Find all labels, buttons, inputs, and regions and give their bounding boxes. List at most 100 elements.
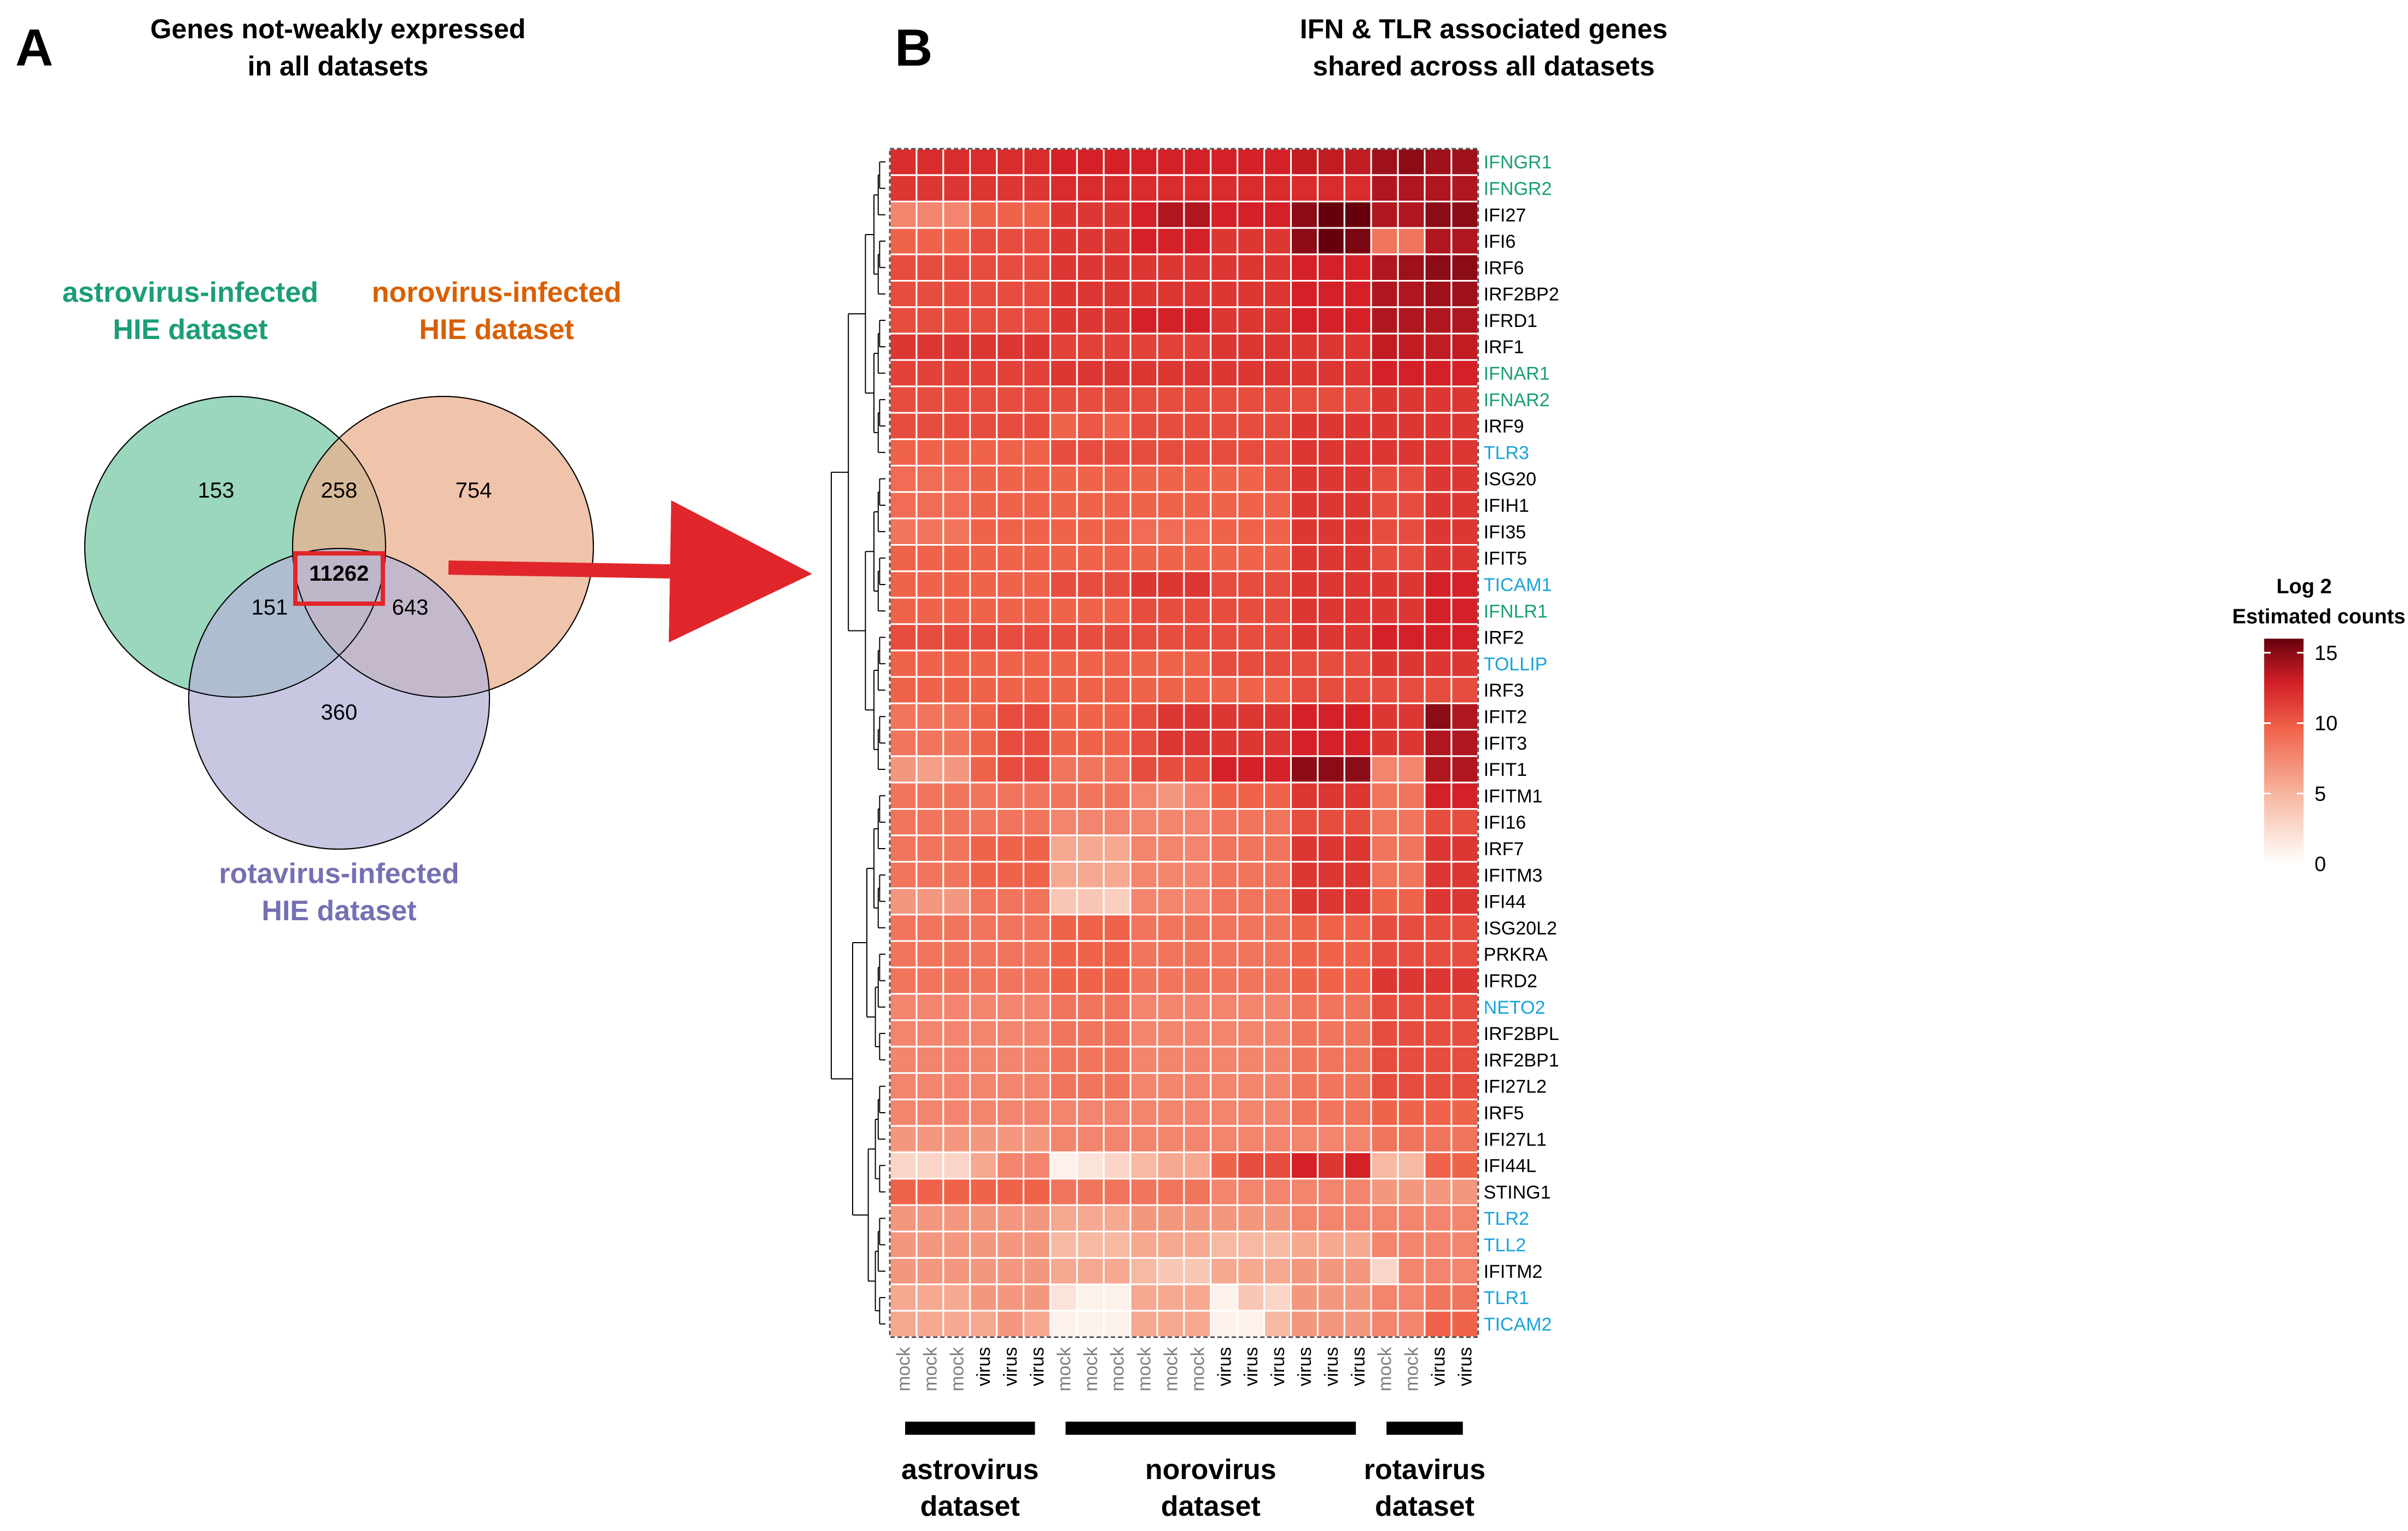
heatmap-cell: [1370, 385, 1399, 414]
heatmap-cell: [1049, 465, 1078, 493]
heatmap-cell: [1397, 623, 1426, 652]
heatmap-cell: [1023, 1257, 1051, 1285]
gene-label: IRF5: [1484, 1103, 1524, 1124]
heatmap-cell: [1103, 227, 1132, 255]
heatmap-cell: [1156, 491, 1185, 519]
column-label-mock: mock: [1134, 1347, 1155, 1392]
heatmap-cell: [1076, 1178, 1105, 1206]
heatmap-cell: [1316, 1045, 1345, 1074]
heatmap-cell: [996, 781, 1024, 810]
heatmap-cell: [1156, 174, 1185, 203]
heatmap-cell: [1023, 280, 1051, 308]
heatmap-cell: [1156, 1098, 1185, 1127]
heatmap-cell: [969, 1151, 998, 1180]
venn-count-noro-rota: 643: [392, 595, 429, 620]
heatmap-cell: [1156, 1019, 1185, 1048]
heatmap-cell: [1263, 1178, 1292, 1206]
heatmap-cell: [889, 1230, 918, 1259]
heatmap-cell: [889, 623, 918, 652]
heatmap-cell: [942, 808, 971, 837]
heatmap-cell: [916, 1019, 944, 1048]
heatmap-cell: [1023, 332, 1051, 361]
heatmap-cell: [1076, 1019, 1105, 1048]
heatmap-cell: [1076, 781, 1105, 810]
heatmap-cell: [1183, 1098, 1212, 1127]
heatmap-cell: [942, 1098, 971, 1127]
heatmap-cell: [889, 781, 918, 810]
heatmap-cell: [1049, 227, 1078, 255]
heatmap-cell: [1343, 914, 1372, 942]
heatmap-cell: [1263, 993, 1292, 1021]
heatmap-cell: [1156, 1125, 1185, 1153]
heatmap-cell: [1343, 993, 1372, 1021]
heatmap-cell: [1129, 1204, 1158, 1232]
heatmap-cell: [942, 676, 971, 704]
heatmap-cell: [996, 280, 1024, 308]
column-label-mock: mock: [920, 1347, 941, 1392]
heatmap-cell: [1290, 465, 1319, 493]
heatmap-cell: [1129, 623, 1158, 652]
heatmap-cell: [1023, 781, 1051, 810]
heatmap-cell: [916, 1072, 944, 1101]
heatmap-cell: [1237, 808, 1266, 837]
heatmap-cell: [1103, 966, 1132, 995]
heatmap-cell: [1316, 465, 1345, 493]
heatmap-cell: [969, 1310, 998, 1338]
heatmap-cell: [1049, 517, 1078, 546]
heatmap-cell: [1076, 755, 1105, 784]
heatmap-cell: [1397, 861, 1426, 889]
heatmap-cell: [1103, 755, 1132, 784]
heatmap-cell: [1183, 280, 1212, 308]
heatmap-cell: [1210, 1204, 1239, 1232]
heatmap-cell: [1183, 1151, 1212, 1180]
heatmap-cell: [942, 1045, 971, 1074]
heatmap-cell: [1237, 597, 1266, 625]
heatmap-cell: [1290, 253, 1319, 282]
heatmap-cell: [996, 201, 1024, 229]
heatmap-cell: [1397, 438, 1426, 467]
heatmap-cell: [1076, 1045, 1105, 1074]
heatmap-cell: [1343, 623, 1372, 652]
heatmap-cell: [1183, 887, 1212, 916]
heatmap-cell: [1076, 808, 1105, 837]
column-label-virus: virus: [1295, 1347, 1315, 1387]
heatmap-cell: [1397, 465, 1426, 493]
heatmap-cell: [1023, 597, 1051, 625]
heatmap-cell: [1103, 1204, 1132, 1232]
heatmap-cell: [1210, 887, 1239, 916]
heatmap-cell: [1156, 808, 1185, 837]
heatmap-cell: [942, 306, 971, 335]
heatmap-cell: [1237, 781, 1266, 810]
heatmap-cell: [1397, 887, 1426, 916]
venn-count-astro-rota: 151: [252, 595, 288, 620]
heatmap-cell: [942, 280, 971, 308]
heatmap-cell: [916, 1178, 944, 1206]
heatmap-cell: [889, 201, 918, 229]
heatmap-cell: [1316, 861, 1345, 889]
heatmap-cell: [1263, 1283, 1292, 1312]
heatmap-cell: [1023, 623, 1051, 652]
heatmap-cell: [1343, 385, 1372, 414]
heatmap-cell: [1450, 201, 1479, 229]
heatmap-cell: [969, 702, 998, 731]
heatmap-cell: [1049, 914, 1078, 942]
heatmap-cell: [1129, 544, 1158, 572]
heatmap-cell: [969, 1178, 998, 1206]
heatmap-cell: [889, 1072, 918, 1101]
heatmap-cell: [1210, 993, 1239, 1021]
gene-label: IFIT2: [1484, 707, 1527, 728]
heatmap-cell: [889, 702, 918, 731]
heatmap-cell: [1049, 385, 1078, 414]
heatmap-cell: [1129, 597, 1158, 625]
set-label-norovirus-line1: norovirus-infected: [372, 277, 622, 308]
heatmap-cell: [1023, 755, 1051, 784]
heatmap-cell: [1237, 148, 1266, 176]
heatmap-cell: [916, 861, 944, 889]
heatmap-cell: [942, 227, 971, 255]
heatmap-cell: [1183, 993, 1212, 1021]
gene-labels: IFNGR1 IFNGR2 IFI27 IFI6 IRF6 IRF2BP2 IFRD1 IRF…: [1484, 152, 1559, 1335]
heatmap-cell: [942, 966, 971, 995]
heatmap-cell: [1424, 1151, 1453, 1180]
heatmap-cell: [942, 1019, 971, 1048]
heatmap-cell: [1076, 412, 1105, 440]
